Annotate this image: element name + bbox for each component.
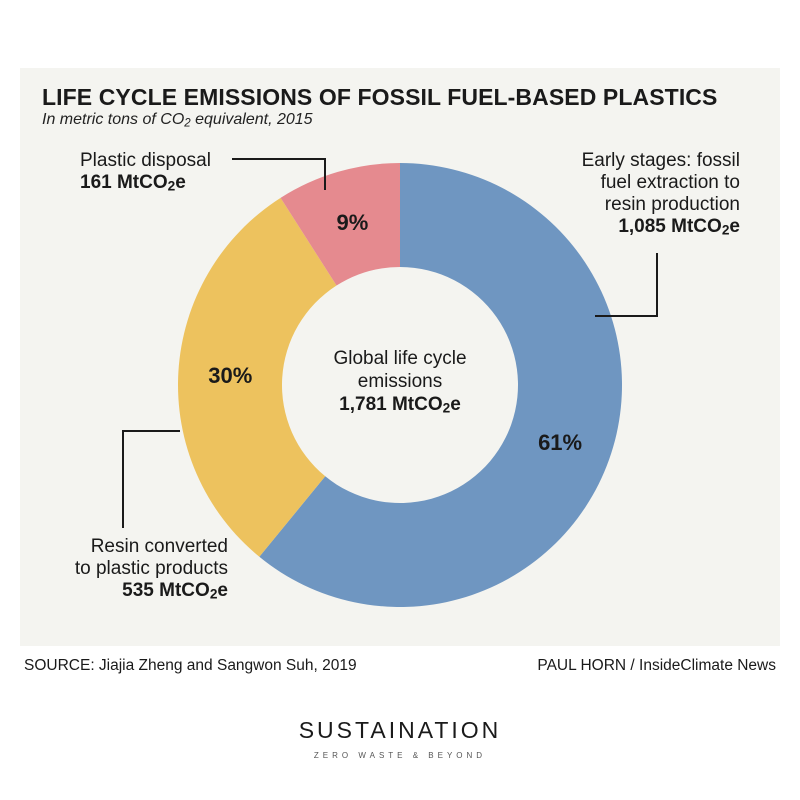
label-disposal-line-1: Plastic disposal — [80, 150, 211, 171]
label-disposal-value: 161 MtCO2e — [80, 172, 186, 194]
label-early-line-3: resin production — [604, 194, 740, 215]
label-resin-line-2: to plastic products — [74, 558, 228, 579]
label-early-value: 1,085 MtCO2e — [618, 216, 740, 238]
subtitle-suffix: equivalent, 2015 — [190, 111, 313, 128]
center-line-2: emissions — [357, 371, 443, 392]
slice-resin — [177, 197, 337, 557]
label-resin-converted: Resin converted to plastic products 535 … — [30, 536, 228, 606]
chart-title: LIFE CYCLE EMISSIONS OF FOSSIL FUEL-BASE… — [42, 84, 718, 110]
center-total-label: Global life cycle emissions 1,781 MtCO2e — [300, 347, 500, 420]
pct-label-disposal: 9% — [336, 210, 368, 235]
pct-label-resin: 30% — [208, 363, 252, 388]
leader-line-resin — [122, 430, 180, 528]
label-early-line-2: fuel extraction to — [600, 172, 740, 193]
pct-label-early: 61% — [538, 430, 582, 455]
label-early-stages: Early stages: fossil fuel extraction to … — [540, 150, 740, 242]
brand-logo: SUSTAINATION — [298, 717, 502, 743]
center-total-value: 1,781 MtCO2e — [339, 394, 461, 416]
slice-disposal — [280, 163, 400, 286]
leader-line-disposal — [232, 158, 326, 190]
subtitle-subscript: 2 — [184, 117, 191, 130]
label-resin-value: 535 MtCO2e — [122, 580, 228, 602]
label-resin-line-1: Resin converted — [90, 536, 228, 557]
leader-line-early — [595, 253, 658, 317]
label-plastic-disposal: Plastic disposal 161 MtCO2e — [80, 150, 211, 198]
credit-note: PAUL HORN / InsideClimate News — [537, 657, 776, 674]
slice-early — [259, 163, 623, 608]
subtitle-prefix: In metric tons of CO — [42, 111, 185, 128]
chart-subtitle: In metric tons of CO2 equivalent, 2015 — [42, 111, 313, 129]
source-note: SOURCE: Jiajia Zheng and Sangwon Suh, 20… — [24, 657, 357, 674]
brand-tagline: ZERO WASTE & BEYOND — [313, 751, 487, 760]
center-line-1: Global life cycle — [333, 348, 467, 369]
label-early-line-1: Early stages: fossil — [581, 150, 740, 171]
